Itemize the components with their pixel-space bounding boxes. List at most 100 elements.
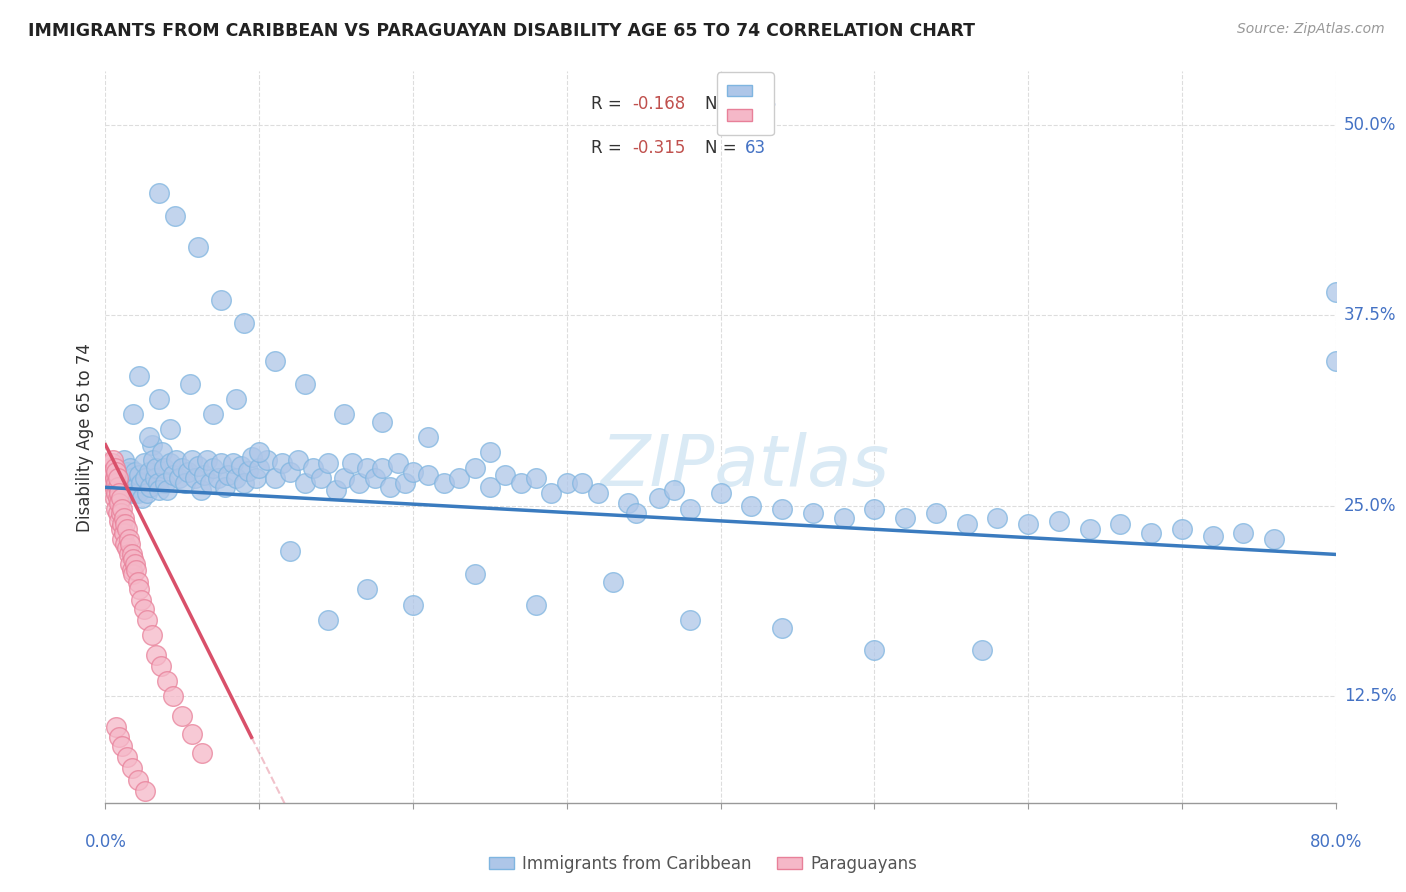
Point — [225, 392, 247, 406]
Point — [148, 392, 170, 406]
Point — [770, 621, 793, 635]
Point — [127, 772, 149, 787]
Point — [145, 648, 167, 662]
Point — [127, 486, 149, 500]
Point — [540, 486, 562, 500]
Point — [679, 501, 702, 516]
Point — [120, 460, 141, 475]
Point — [100, 456, 122, 470]
Point — [150, 445, 173, 459]
Point — [111, 501, 134, 516]
Point — [202, 407, 225, 421]
Point — [101, 468, 124, 483]
Point — [108, 486, 131, 500]
Point — [229, 458, 252, 473]
Point — [356, 460, 378, 475]
Point — [101, 453, 124, 467]
Point — [112, 526, 135, 541]
Point — [710, 486, 733, 500]
Point — [128, 582, 150, 597]
Point — [125, 480, 148, 494]
Point — [122, 552, 145, 566]
Point — [128, 468, 150, 483]
Point — [136, 486, 159, 500]
Point — [1232, 526, 1254, 541]
Point — [122, 486, 145, 500]
Text: R =: R = — [592, 139, 627, 157]
Point — [602, 574, 624, 589]
Point — [156, 483, 179, 498]
Text: 63: 63 — [745, 139, 766, 157]
Point — [198, 475, 221, 490]
Legend: Immigrants from Caribbean, Paraguayans: Immigrants from Caribbean, Paraguayans — [482, 848, 924, 880]
Point — [187, 239, 209, 253]
Point — [110, 506, 132, 520]
Point — [110, 491, 132, 505]
Point — [524, 598, 547, 612]
Point — [169, 471, 191, 485]
Point — [124, 465, 146, 479]
Point — [180, 727, 202, 741]
Point — [149, 658, 172, 673]
Point — [333, 407, 356, 421]
Point — [163, 209, 186, 223]
Point — [124, 557, 146, 571]
Point — [108, 495, 131, 509]
Point — [155, 475, 177, 490]
Point — [770, 501, 793, 516]
Point — [104, 460, 127, 475]
Point — [110, 521, 132, 535]
Point — [478, 445, 501, 459]
Point — [115, 465, 138, 479]
Point — [111, 532, 134, 546]
Point — [340, 456, 363, 470]
Point — [112, 453, 135, 467]
Legend:  ,  : , — [717, 72, 773, 135]
Text: R =: R = — [592, 95, 627, 113]
Point — [136, 613, 159, 627]
Point — [134, 783, 156, 797]
Point — [363, 471, 385, 485]
Point — [143, 471, 166, 485]
Point — [394, 475, 416, 490]
Point — [107, 471, 129, 485]
Text: N =: N = — [704, 95, 741, 113]
Point — [107, 491, 129, 505]
Point — [108, 731, 131, 745]
Point — [162, 689, 184, 703]
Point — [1140, 526, 1163, 541]
Point — [145, 460, 167, 475]
Point — [142, 453, 165, 467]
Point — [139, 480, 162, 494]
Point — [111, 516, 134, 531]
Point — [464, 460, 486, 475]
Point — [156, 673, 179, 688]
Point — [624, 506, 647, 520]
Point — [105, 465, 128, 479]
Point — [1078, 521, 1101, 535]
Text: -0.315: -0.315 — [633, 139, 685, 157]
Point — [225, 471, 247, 485]
Point — [648, 491, 671, 505]
Point — [464, 567, 486, 582]
Point — [347, 475, 370, 490]
Point — [127, 574, 149, 589]
Point — [115, 521, 138, 535]
Point — [172, 709, 194, 723]
Point — [371, 415, 394, 429]
Point — [240, 450, 263, 464]
Point — [222, 456, 245, 470]
Text: IMMIGRANTS FROM CARIBBEAN VS PARAGUAYAN DISABILITY AGE 65 TO 74 CORRELATION CHAR: IMMIGRANTS FROM CARIBBEAN VS PARAGUAYAN … — [28, 22, 976, 40]
Point — [278, 544, 301, 558]
Point — [148, 186, 170, 201]
Point — [309, 471, 332, 485]
Point — [121, 761, 143, 775]
Point — [183, 471, 205, 485]
Point — [247, 445, 270, 459]
Point — [134, 471, 156, 485]
Point — [146, 475, 169, 490]
Text: -0.168: -0.168 — [633, 95, 685, 113]
Point — [325, 483, 347, 498]
Point — [1201, 529, 1223, 543]
Point — [207, 471, 229, 485]
